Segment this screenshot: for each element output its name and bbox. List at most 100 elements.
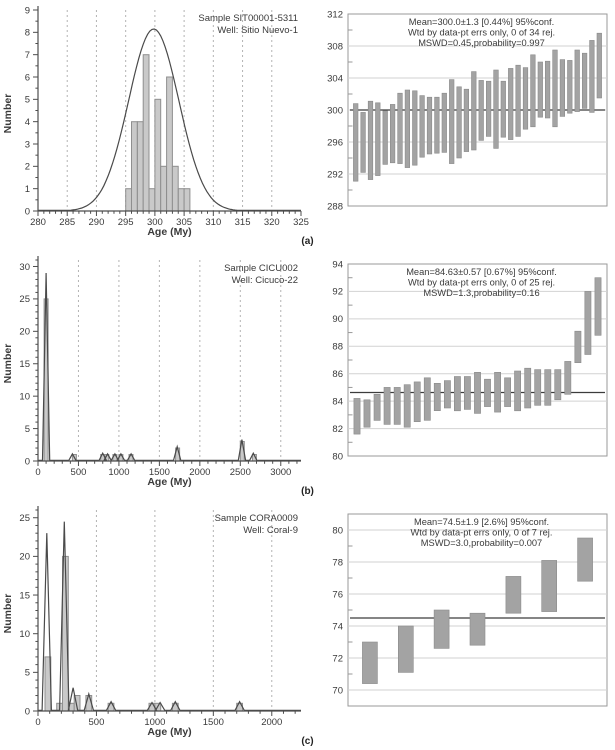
density-curve <box>38 521 301 711</box>
error-bar <box>397 92 403 164</box>
stats-annotation-line: MSWD=1.3,probability=0.16 <box>423 288 539 298</box>
error-bar <box>433 609 450 649</box>
panel-c: 0 500 1000 1500 2000 0 5 10 15 20 25 Number Age (My)… <box>0 500 615 750</box>
x-tick-label: 500 <box>89 717 105 728</box>
error-bar <box>504 377 511 407</box>
error-bar <box>367 100 374 180</box>
error-bar <box>375 102 381 176</box>
error-bar <box>505 576 522 614</box>
error-bar <box>545 60 551 119</box>
stats-annotation-line: Wtd by data-pt errs only, 0 of 34 rej. <box>408 28 555 38</box>
error-bar <box>567 60 573 114</box>
histogram-bar <box>171 165 179 212</box>
panel-b: 0 500 1000 1500 2000 2500 3000 0 5 10 15 20 25 30 Numb… <box>0 250 615 500</box>
histogram-bar <box>183 188 191 212</box>
x-tick-label: 320 <box>264 217 280 228</box>
error-bar <box>544 369 552 406</box>
chart-title-line: Sample CORA0009 <box>215 513 298 524</box>
y-tick-label: 312 <box>327 9 343 20</box>
error-bar <box>403 384 411 428</box>
y-tick-label: 288 <box>327 201 343 212</box>
error-bar <box>474 372 481 414</box>
y-tick-label: 20 <box>19 327 30 338</box>
error-bar <box>514 370 521 412</box>
x-tick-label: 325 <box>293 217 309 228</box>
x-tick-label: 2000 <box>189 467 210 478</box>
y-tick-label: 8 <box>25 28 30 39</box>
y-tick-label: 0 <box>25 706 30 717</box>
y-tick-label: 15 <box>19 590 30 601</box>
stats-annotation-line: Mean=84.63±0.57 [0.67%] 95%conf. <box>406 267 557 277</box>
y-axis-label: Number <box>2 594 14 634</box>
chart-title-line: Sample CICU002 <box>224 263 298 274</box>
error-bar <box>444 380 451 409</box>
error-bar <box>426 96 433 155</box>
error-bar <box>390 104 396 164</box>
error-bar <box>373 394 381 421</box>
x-tick-label: 1500 <box>203 717 224 728</box>
error-bar <box>393 387 401 425</box>
error-bar <box>413 381 421 422</box>
error-bar <box>463 88 470 152</box>
stats-annotation-line: MSWD=3.0,probability=0.007 <box>421 538 542 548</box>
y-tick-label: 80 <box>332 525 343 536</box>
histogram-bar <box>160 165 167 212</box>
error-bar <box>534 369 542 406</box>
error-bar <box>433 383 441 412</box>
y-tick-label: 70 <box>332 685 343 696</box>
y-tick-label: 92 <box>332 287 343 298</box>
chart-title-line: Well: Sitio Nuevo-1 <box>217 25 298 36</box>
y-tick-label: 10 <box>19 629 30 640</box>
error-bar <box>552 49 558 128</box>
error-bar <box>564 361 572 395</box>
y-tick-label: 76 <box>332 589 343 600</box>
error-bar <box>469 612 486 646</box>
histogram-bar <box>142 54 150 212</box>
y-tick-label: 72 <box>332 653 343 664</box>
error-bar <box>398 625 414 673</box>
error-bar <box>423 377 431 421</box>
error-bar <box>493 69 499 149</box>
plot-frame <box>347 263 608 457</box>
x-tick-label: 305 <box>176 217 192 228</box>
panel-a: 280 285 290 295 300 305 310 315 320 325 0 1 2 3 4 5 6 7 8 9… <box>0 0 615 250</box>
error-bar <box>486 80 492 137</box>
x-tick-label: 3000 <box>270 467 291 478</box>
x-axis-label: Age (My) <box>147 726 191 738</box>
y-tick-label: 296 <box>327 137 343 148</box>
chart-title-line: Well: Coral-9 <box>243 525 298 536</box>
error-bar <box>484 378 491 407</box>
error-bar <box>494 372 501 413</box>
panel-label-a: (a) <box>301 236 314 247</box>
histogram-bar <box>154 98 162 212</box>
error-bar <box>596 32 602 99</box>
y-axis-label: Number <box>2 344 14 384</box>
error-bar <box>478 80 484 141</box>
y-tick-label: 300 <box>327 105 343 116</box>
y-tick-label: 6 <box>25 72 30 83</box>
error-bar <box>412 90 418 166</box>
error-bar <box>524 367 532 409</box>
y-tick-label: 86 <box>332 369 343 380</box>
error-bar <box>353 103 359 182</box>
histogram-chart-a: 280 285 290 295 300 305 310 315 320 325 0 1 2 3 4 5 6 7 8 9… <box>2 5 309 238</box>
error-bar <box>464 376 471 410</box>
error-bar <box>449 79 455 164</box>
panel-label-c: (c) <box>301 736 314 747</box>
histogram-bar <box>131 121 138 212</box>
error-bar <box>434 96 440 154</box>
y-tick-label: 0 <box>25 456 30 467</box>
x-tick-label: 300 <box>147 217 163 228</box>
stats-annotation-line: Wtd by data-pt errs only, 0 of 25 rej. <box>408 278 555 288</box>
x-axis-label: Age (My) <box>147 226 191 238</box>
error-bar <box>419 95 425 158</box>
error-bar <box>404 89 410 168</box>
y-tick-label: 78 <box>332 557 343 568</box>
error-bar <box>594 277 602 336</box>
error-bar <box>537 61 543 118</box>
histogram-bar <box>166 76 173 212</box>
y-tick-label: 1 <box>25 184 30 195</box>
x-tick-label: 2000 <box>261 717 282 728</box>
error-bar <box>554 369 562 401</box>
y-tick-label: 5 <box>25 668 30 679</box>
